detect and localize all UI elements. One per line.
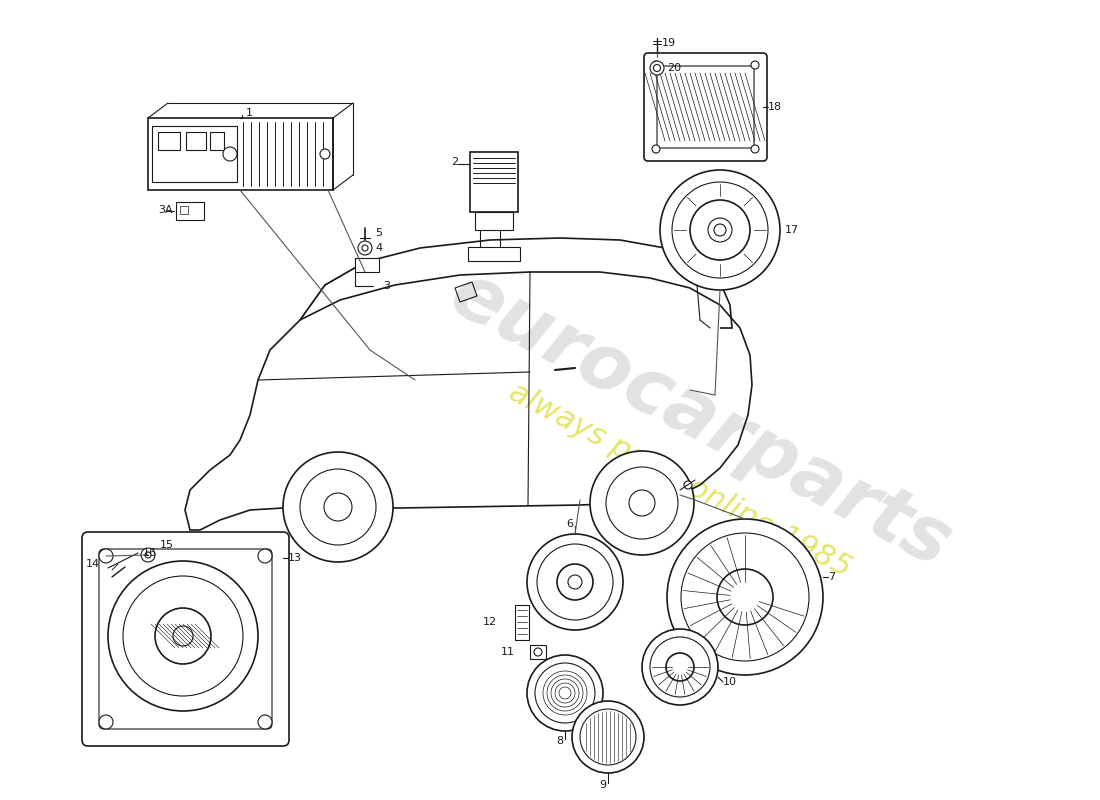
Circle shape <box>145 552 151 558</box>
Circle shape <box>650 637 710 697</box>
Text: 7: 7 <box>828 572 835 582</box>
Text: 20: 20 <box>667 63 681 73</box>
Bar <box>148 118 333 190</box>
Bar <box>515 605 529 640</box>
Circle shape <box>672 182 768 278</box>
Text: 12: 12 <box>483 617 497 627</box>
Circle shape <box>155 608 211 664</box>
Circle shape <box>283 452 393 562</box>
FancyBboxPatch shape <box>657 66 754 148</box>
Circle shape <box>123 576 243 696</box>
Text: 2: 2 <box>451 157 458 167</box>
Text: 8: 8 <box>557 736 563 746</box>
Circle shape <box>258 715 272 729</box>
Circle shape <box>173 626 192 646</box>
Circle shape <box>557 564 593 600</box>
Circle shape <box>653 65 660 71</box>
Text: 5: 5 <box>375 228 382 238</box>
Text: 1: 1 <box>246 108 253 118</box>
Circle shape <box>652 145 660 153</box>
Circle shape <box>708 218 732 242</box>
Circle shape <box>324 493 352 521</box>
Text: 16: 16 <box>143 548 157 558</box>
FancyBboxPatch shape <box>82 532 289 746</box>
Text: 13: 13 <box>288 553 302 563</box>
Text: 19: 19 <box>662 38 676 48</box>
Bar <box>475 212 513 230</box>
Circle shape <box>606 467 678 539</box>
Bar <box>152 126 236 182</box>
Circle shape <box>642 629 718 705</box>
Circle shape <box>258 549 272 563</box>
Circle shape <box>320 149 330 159</box>
Text: 3A: 3A <box>158 205 173 215</box>
Circle shape <box>568 575 582 589</box>
Circle shape <box>537 544 613 620</box>
Circle shape <box>358 241 372 255</box>
Circle shape <box>667 519 823 675</box>
Circle shape <box>660 170 780 290</box>
Text: 4: 4 <box>375 243 382 253</box>
Text: 11: 11 <box>500 647 515 657</box>
Text: eurocarparts: eurocarparts <box>437 257 962 583</box>
Circle shape <box>652 61 660 69</box>
Circle shape <box>535 663 595 723</box>
Text: 18: 18 <box>768 102 782 112</box>
Circle shape <box>590 451 694 555</box>
Circle shape <box>629 490 654 516</box>
Circle shape <box>751 61 759 69</box>
Bar <box>158 132 180 150</box>
Circle shape <box>684 481 692 489</box>
Circle shape <box>99 549 113 563</box>
Text: 17: 17 <box>785 225 799 235</box>
Circle shape <box>108 561 258 711</box>
Circle shape <box>527 534 623 630</box>
Bar <box>186 132 206 150</box>
Circle shape <box>223 147 236 161</box>
Text: 3: 3 <box>383 281 390 291</box>
Bar <box>468 247 520 261</box>
Bar <box>530 645 546 659</box>
Text: 15: 15 <box>160 540 174 550</box>
Bar <box>355 258 380 272</box>
Circle shape <box>650 61 664 75</box>
Text: always parts online 1985: always parts online 1985 <box>504 378 856 582</box>
Circle shape <box>527 655 603 731</box>
Circle shape <box>534 648 542 656</box>
Text: 6: 6 <box>566 519 573 529</box>
Bar <box>210 132 224 150</box>
Bar <box>176 202 204 220</box>
Text: 10: 10 <box>723 677 737 687</box>
Circle shape <box>141 548 155 562</box>
Circle shape <box>681 533 808 661</box>
Circle shape <box>99 715 113 729</box>
Circle shape <box>580 709 636 765</box>
Circle shape <box>572 701 644 773</box>
Circle shape <box>362 245 369 251</box>
Bar <box>470 152 518 212</box>
Circle shape <box>717 569 773 625</box>
Circle shape <box>666 653 694 681</box>
Circle shape <box>690 200 750 260</box>
Circle shape <box>714 224 726 236</box>
Circle shape <box>300 469 376 545</box>
Bar <box>180 206 188 214</box>
FancyBboxPatch shape <box>99 549 272 729</box>
Text: 9: 9 <box>600 780 606 790</box>
Text: 14: 14 <box>86 559 100 569</box>
FancyBboxPatch shape <box>644 53 767 161</box>
Circle shape <box>751 145 759 153</box>
